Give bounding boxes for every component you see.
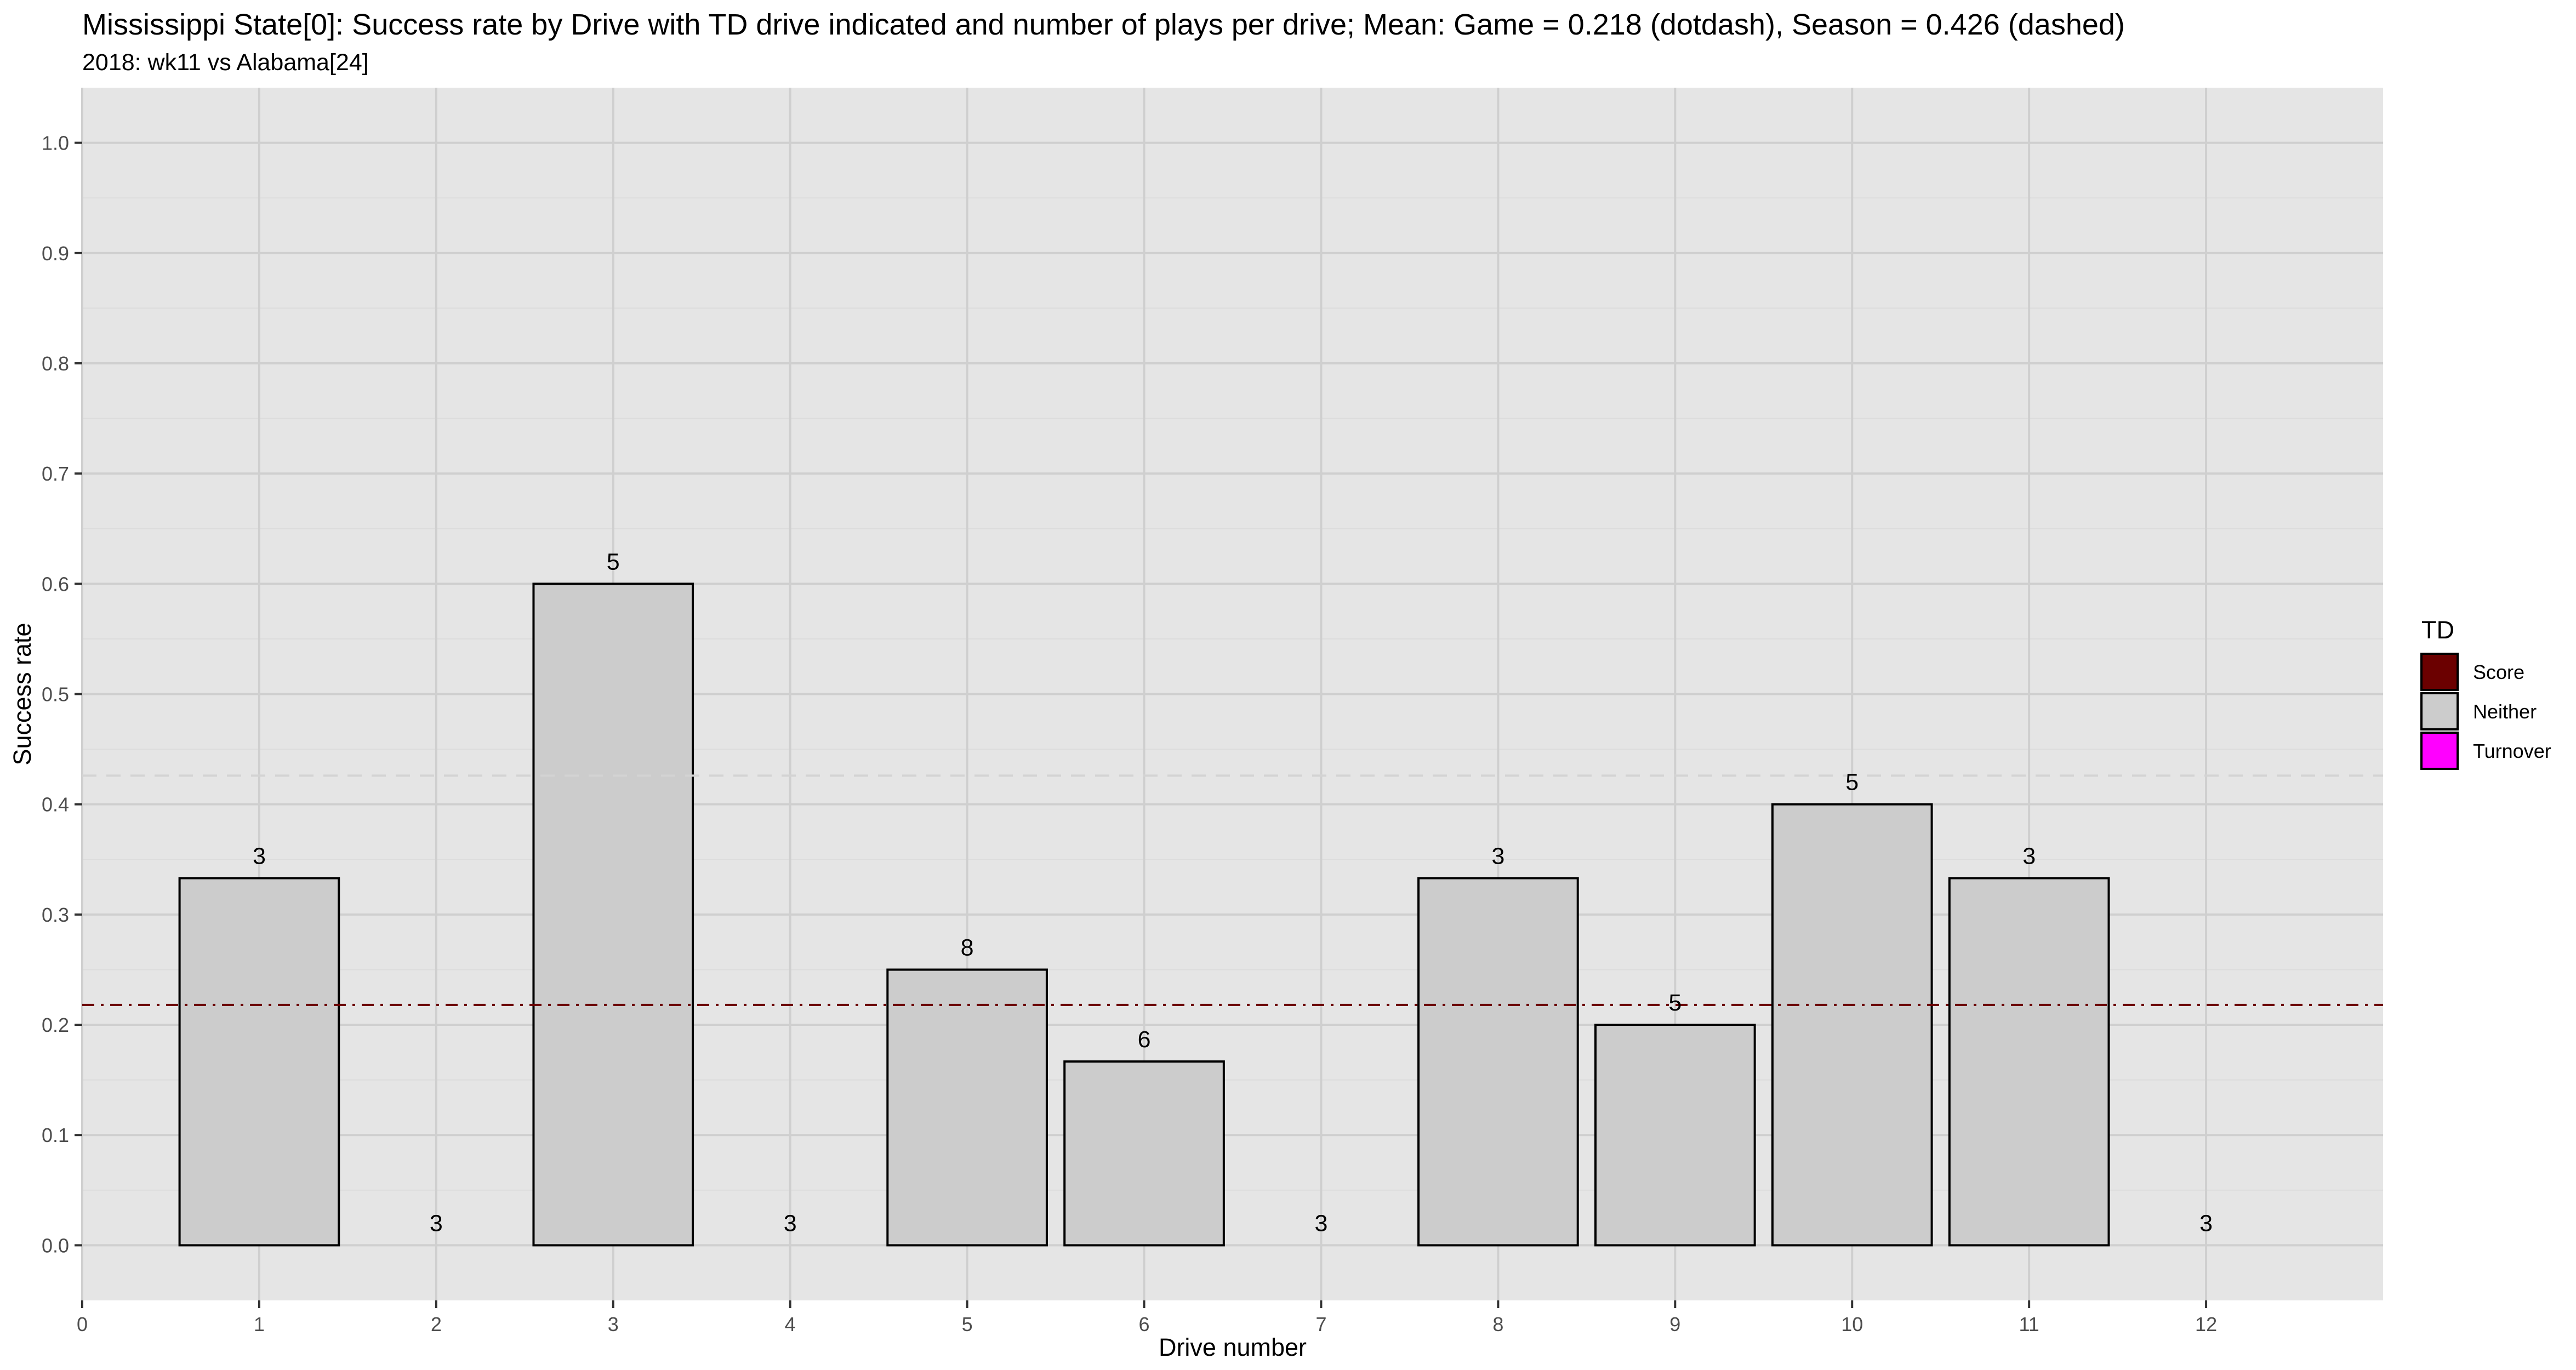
x-tick-label: 3 [608, 1313, 619, 1335]
x-tick-label: 8 [1492, 1313, 1503, 1335]
bar-label-drive-5: 8 [961, 934, 974, 961]
bar-drive-10 [1771, 803, 1933, 1247]
bar-drive-3 [532, 583, 694, 1247]
x-axis: 0 1 2 3 4 5 6 7 8 9 10 11 12 [77, 1300, 2217, 1335]
bar-labels: 3 3 5 3 8 6 3 3 5 5 3 3 [253, 549, 2213, 1236]
bar-label-drive-9: 5 [1668, 990, 1682, 1016]
y-tick-label: 0.8 [42, 352, 69, 375]
bar-label-drive-8: 3 [1491, 843, 1504, 869]
bar-label-drive-1: 3 [253, 843, 266, 869]
x-tick-label: 4 [785, 1313, 796, 1335]
bar-label-drive-12: 3 [2199, 1210, 2213, 1236]
bars [178, 583, 2110, 1247]
bar-label-drive-7: 3 [1315, 1210, 1328, 1236]
x-tick-label: 10 [1841, 1313, 1863, 1335]
bar-drive-1 [178, 877, 340, 1247]
bar-label-drive-3: 5 [607, 549, 620, 575]
bar-label-drive-4: 3 [784, 1210, 797, 1236]
x-tick-label: 0 [77, 1313, 88, 1335]
x-tick-label: 2 [431, 1313, 442, 1335]
legend-swatch-score [2420, 653, 2459, 691]
legend-label-score: Score [2473, 661, 2524, 683]
y-tick-label: 0.7 [42, 463, 69, 485]
y-tick-label: 0.3 [42, 904, 69, 926]
x-tick-label: 9 [1669, 1313, 1680, 1335]
x-tick-label: 1 [254, 1313, 265, 1335]
bar-label-drive-6: 6 [1138, 1026, 1151, 1053]
bar-drive-11 [1948, 877, 2110, 1247]
y-tick-label: 1.0 [42, 132, 69, 155]
legend-label-turnover: Turnover [2473, 740, 2551, 762]
y-tick-label: 0.5 [42, 683, 69, 706]
bar-label-drive-10: 5 [1845, 769, 1859, 796]
y-tick-label: 0.1 [42, 1124, 69, 1146]
x-axis-label: Drive number [1159, 1333, 1307, 1361]
chart-subtitle: 2018: wk11 vs Alabama[24] [82, 49, 369, 76]
bar-drive-8 [1417, 877, 1579, 1247]
legend-label-neither: Neither [2473, 700, 2537, 723]
chart-title: Mississippi State[0]: Success rate by Dr… [82, 8, 2125, 41]
x-tick-label: 11 [2019, 1313, 2039, 1335]
bar-drive-5 [886, 968, 1048, 1247]
mean-lines [82, 774, 2383, 1006]
legend-swatch-neither [2420, 692, 2459, 730]
y-tick-label: 0.0 [42, 1234, 69, 1257]
y-tick-label: 0.4 [42, 794, 69, 816]
bar-label-drive-11: 3 [2022, 843, 2036, 869]
y-axis-label: Success rate [8, 623, 36, 765]
legend-swatch-turnover [2420, 732, 2459, 770]
x-tick-label: 12 [2195, 1313, 2217, 1335]
x-tick-label: 5 [962, 1313, 973, 1335]
bar-drive-9 [1594, 1024, 1756, 1247]
bar-drive-6 [1063, 1060, 1225, 1247]
legend-title: TD [2421, 616, 2454, 644]
y-axis: 0.0 0.1 0.2 0.3 0.4 0.5 0.6 0.7 0.8 0.9 1.0 [42, 132, 82, 1257]
x-tick-label: 7 [1315, 1313, 1326, 1335]
x-tick-label: 6 [1139, 1313, 1150, 1335]
legend: TD Score Neither Turnover [2420, 616, 2551, 770]
y-tick-label: 0.6 [42, 573, 69, 595]
y-tick-label: 0.2 [42, 1014, 69, 1036]
grid-minor [82, 197, 2383, 1191]
y-tick-label: 0.9 [42, 242, 69, 265]
bar-label-drive-2: 3 [430, 1210, 443, 1236]
